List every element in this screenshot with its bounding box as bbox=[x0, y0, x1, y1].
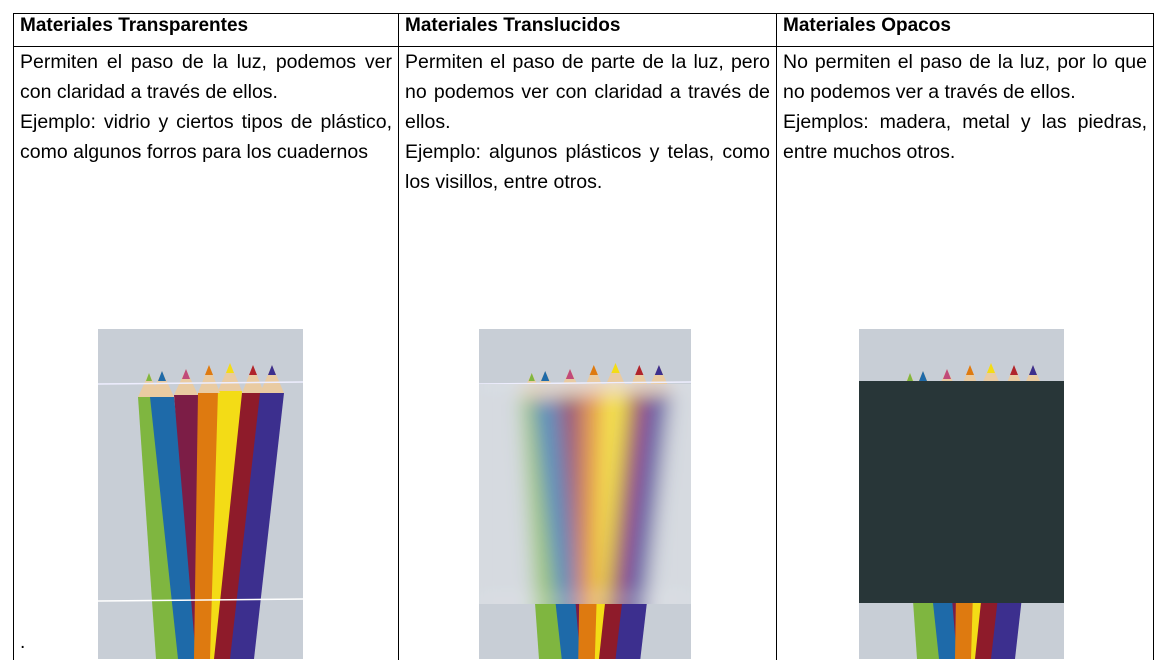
pencils-image bbox=[98, 329, 303, 659]
cell: No permiten el paso de la luz, por lo qu… bbox=[777, 47, 1154, 660]
description: Permiten el paso de parte de la luz, per… bbox=[405, 47, 770, 137]
pencils-image-translucent bbox=[479, 329, 691, 659]
description: Permiten el paso de la luz, podemos ver … bbox=[20, 47, 392, 107]
header: Materiales Translucidos bbox=[399, 14, 777, 47]
header: Materiales Opacos bbox=[777, 14, 1154, 47]
materials-table: Materiales Transparentes Materiales Tran… bbox=[13, 13, 1154, 660]
note: . bbox=[20, 628, 25, 658]
example: Ejemplo: vidrio y ciertos tipos de plást… bbox=[20, 107, 392, 167]
pencils-image-opaque bbox=[859, 329, 1064, 659]
cell: Permiten el paso de la luz, podemos ver … bbox=[14, 47, 399, 660]
header-row: Materiales Transparentes Materiales Tran… bbox=[14, 14, 1154, 47]
cell: Permiten el paso de parte de la luz, per… bbox=[399, 47, 777, 660]
body-row: Permiten el paso de la luz, podemos ver … bbox=[14, 47, 1154, 660]
header: Materiales Transparentes bbox=[14, 14, 399, 47]
description: No permiten el paso de la luz, por lo qu… bbox=[783, 47, 1147, 107]
example: Ejemplos: madera, metal y las piedras, e… bbox=[783, 107, 1147, 167]
example: Ejemplo: algunos plásticos y telas, como… bbox=[405, 137, 770, 197]
